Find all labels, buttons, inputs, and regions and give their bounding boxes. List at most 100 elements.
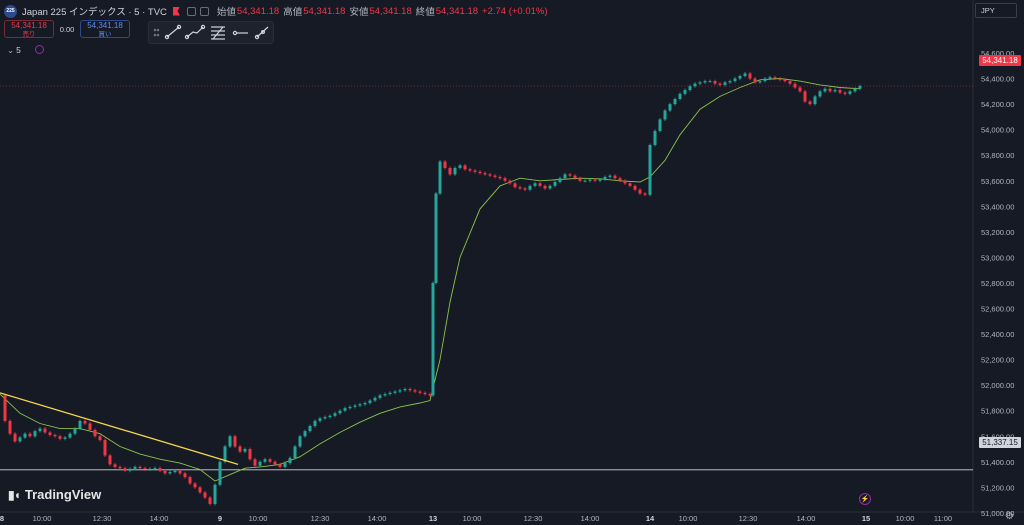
candle [338, 410, 342, 414]
candle [608, 175, 612, 177]
trendline [0, 392, 239, 465]
candle [758, 81, 762, 83]
candle [58, 436, 62, 439]
candle [678, 93, 682, 99]
candle [378, 395, 382, 398]
candle [533, 183, 537, 186]
candle [483, 173, 487, 175]
candle [248, 449, 252, 460]
moving-average-line [0, 78, 861, 482]
candle [253, 459, 257, 466]
candle [828, 88, 832, 92]
candle [563, 174, 567, 179]
candle [403, 388, 407, 391]
candle [488, 174, 492, 176]
compare-icon[interactable] [186, 6, 196, 16]
candle [453, 167, 457, 175]
ohlc-open-label: 始値 [216, 7, 236, 18]
ohlc-open-value: 54,341.18 [236, 5, 280, 17]
candle [108, 455, 112, 465]
x-tick-label: 14:00 [581, 514, 600, 523]
candle [438, 161, 442, 194]
candle [738, 75, 742, 79]
buy-price: 54,341.18 [87, 21, 123, 30]
indicator-status-icon[interactable] [35, 45, 44, 54]
candle [218, 461, 222, 485]
candle [793, 83, 797, 88]
gear-icon[interactable]: ⚙ [1005, 511, 1014, 522]
ohlc-close-value: 54,341.18 [435, 5, 479, 17]
x-tick-label: 10:00 [896, 514, 915, 523]
candle [568, 174, 572, 176]
flag-icon[interactable] [172, 6, 180, 16]
candle [178, 470, 182, 474]
candle [723, 82, 727, 85]
buy-button[interactable]: 54,341.18 買い [80, 20, 130, 38]
chevron-down-icon: ⌄ [7, 45, 15, 55]
ohlc-high-label: 高値 [283, 7, 303, 18]
x-tick-label: 14 [646, 514, 655, 523]
candle [603, 176, 607, 180]
candle [803, 91, 807, 102]
x-tick-label: 10:00 [33, 514, 52, 523]
candle [213, 484, 217, 504]
candle [393, 391, 397, 393]
candle [48, 432, 52, 435]
candle [158, 468, 162, 471]
candle [243, 449, 247, 452]
candle [368, 400, 372, 404]
candle [93, 429, 97, 437]
candle [138, 466, 142, 469]
x-tick-label: 14:00 [797, 514, 816, 523]
candle [283, 463, 287, 467]
interval-selector[interactable]: ⌄ 5 [7, 45, 21, 56]
horizontal-ray-tool-icon [232, 30, 248, 36]
candle [583, 180, 587, 182]
x-tick-label: 12:30 [311, 514, 330, 523]
candle [733, 78, 737, 82]
horizontal-line-price-tag[interactable]: 51,337.15 [979, 437, 1021, 448]
y-tick-label: 51,400.00 [981, 458, 1014, 467]
y-tick-label: 53,600.00 [981, 177, 1014, 186]
candle [398, 390, 402, 392]
candle [373, 397, 377, 401]
candle [13, 433, 17, 442]
y-tick-label: 53,800.00 [981, 151, 1014, 160]
ray-tool-icon [254, 26, 269, 40]
trend-line-tool-icon [164, 24, 182, 40]
x-tick-label: 10:00 [249, 514, 268, 523]
symbol-title[interactable]: Japan 225 インデックス · 5 · TVC [22, 7, 167, 18]
eye-icon[interactable] [199, 6, 209, 16]
candle [128, 468, 132, 471]
candle [823, 88, 827, 92]
candle [18, 437, 22, 442]
tradingview-logo[interactable]: ▮◖ TradingView [8, 487, 101, 502]
candle [173, 470, 177, 473]
candle [843, 92, 847, 94]
candle [193, 483, 197, 488]
candle [63, 437, 67, 439]
tradingview-logo-icon: ▮◖ [8, 487, 21, 502]
candle [228, 436, 232, 447]
candle [313, 420, 317, 427]
candle [698, 82, 702, 84]
candle [593, 179, 597, 181]
candle [618, 178, 622, 181]
candle [434, 193, 438, 283]
candle [468, 169, 472, 171]
candle [523, 188, 527, 190]
candle [168, 472, 172, 474]
sell-button[interactable]: 54,341.18 売り [4, 20, 54, 38]
y-tick-label: 51,800.00 [981, 407, 1014, 416]
lightning-icon[interactable]: ⚡ [859, 493, 871, 505]
candle [643, 193, 647, 195]
currency-selector[interactable]: JPY [975, 3, 1017, 18]
spread-value: 0.00 [59, 24, 75, 34]
candle [703, 81, 707, 83]
x-tick-label: 14:00 [368, 514, 387, 523]
symbol-logo-icon: 225 [4, 4, 17, 18]
candle [413, 390, 417, 392]
candle [303, 431, 307, 437]
candle [343, 408, 347, 411]
